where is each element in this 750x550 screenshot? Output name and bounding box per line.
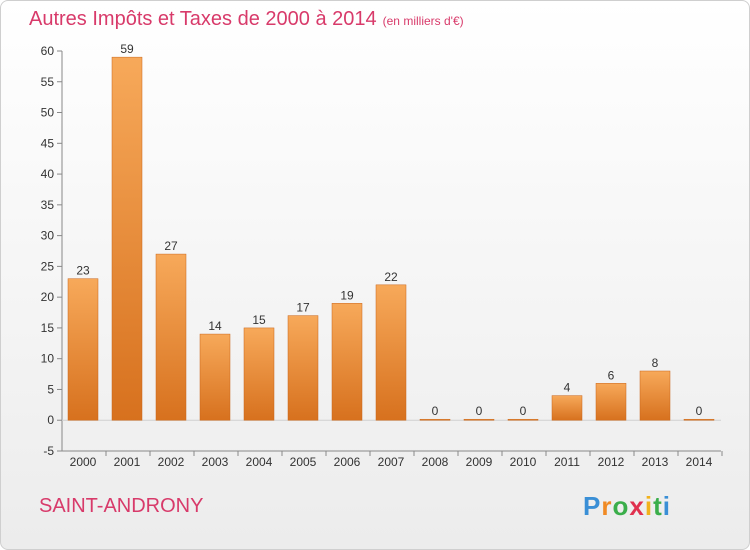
y-tick-label: 10 [41,352,55,366]
x-tick-label: 2004 [246,455,273,469]
x-tick-label: 2008 [422,455,449,469]
title-text: Autres Impôts et Taxes de 2000 à 2014 [29,8,377,30]
y-tick-label: 25 [41,259,55,273]
y-tick-label: 55 [41,75,55,89]
bar-value-label: 22 [384,270,398,284]
bar-value-label: 17 [296,301,310,315]
logo-letter: i [662,491,671,521]
x-tick-label: 2001 [114,455,141,469]
y-tick-label: 60 [41,44,55,58]
bar-value-label: 6 [608,368,615,382]
bar [199,333,231,421]
bar [331,303,363,421]
x-tick-label: 2010 [510,455,537,469]
y-tick-label: 45 [41,136,55,150]
logo-letter: i [644,491,654,521]
y-tick-label: 30 [41,229,55,243]
bar-value-label: 0 [476,404,483,418]
bar [639,370,671,421]
x-tick-label: 2003 [202,455,229,469]
bar-value-label: 14 [208,319,222,333]
bar-value-label: 15 [252,313,266,327]
bar-value-label: 27 [164,239,178,253]
bar-value-label: 59 [120,42,134,56]
y-tick-label: 15 [41,321,55,335]
bar-value-label: 0 [520,404,527,418]
y-tick-label: 35 [41,198,55,212]
bar [595,383,627,421]
bar [419,418,451,421]
commune-name: SAINT-ANDRONY [39,495,204,517]
logo-letter: P [583,491,602,521]
bar [551,395,583,421]
chart-title: Autres Impôts et Taxes de 2000 à 2014 (en… [29,8,464,31]
bar [287,315,319,421]
bar [155,253,187,421]
bar [683,418,715,421]
bar [507,418,539,421]
proxiti-logo: Proxiti [583,491,671,522]
x-tick-label: 2014 [686,455,713,469]
bar-value-label: 4 [564,381,571,395]
y-tick-label: -5 [43,444,54,458]
bar-value-label: 23 [76,264,90,278]
bar-value-label: 8 [652,356,659,370]
x-tick-label: 2013 [642,455,669,469]
bar-value-label: 0 [432,404,439,418]
logo-letter: o [612,491,630,521]
x-tick-label: 2012 [598,455,625,469]
y-tick-label: 5 [47,382,54,396]
y-tick-label: 0 [47,413,54,427]
x-tick-label: 2007 [378,455,405,469]
x-tick-label: 2006 [334,455,361,469]
x-tick-label: 2000 [70,455,97,469]
bar [463,418,495,421]
logo-letter: x [629,491,645,521]
bar [67,278,99,421]
x-tick-label: 2011 [554,455,580,469]
x-tick-label: 2009 [466,455,493,469]
bar [243,327,275,421]
x-tick-label: 2002 [158,455,185,469]
x-tick-label: 2005 [290,455,317,469]
y-tick-label: 20 [41,290,55,304]
plot-area: -505101520253035404550556023200059200127… [41,42,723,469]
y-tick-label: 50 [41,106,55,120]
logo-letter: t [653,491,663,521]
bar [375,284,407,421]
logo-letter: r [601,491,613,521]
y-tick-label: 40 [41,167,55,181]
bar-value-label: 19 [340,288,354,302]
bar-value-label: 0 [696,404,703,418]
unit-label: (en milliers d'€) [382,14,464,28]
bar [111,56,143,421]
